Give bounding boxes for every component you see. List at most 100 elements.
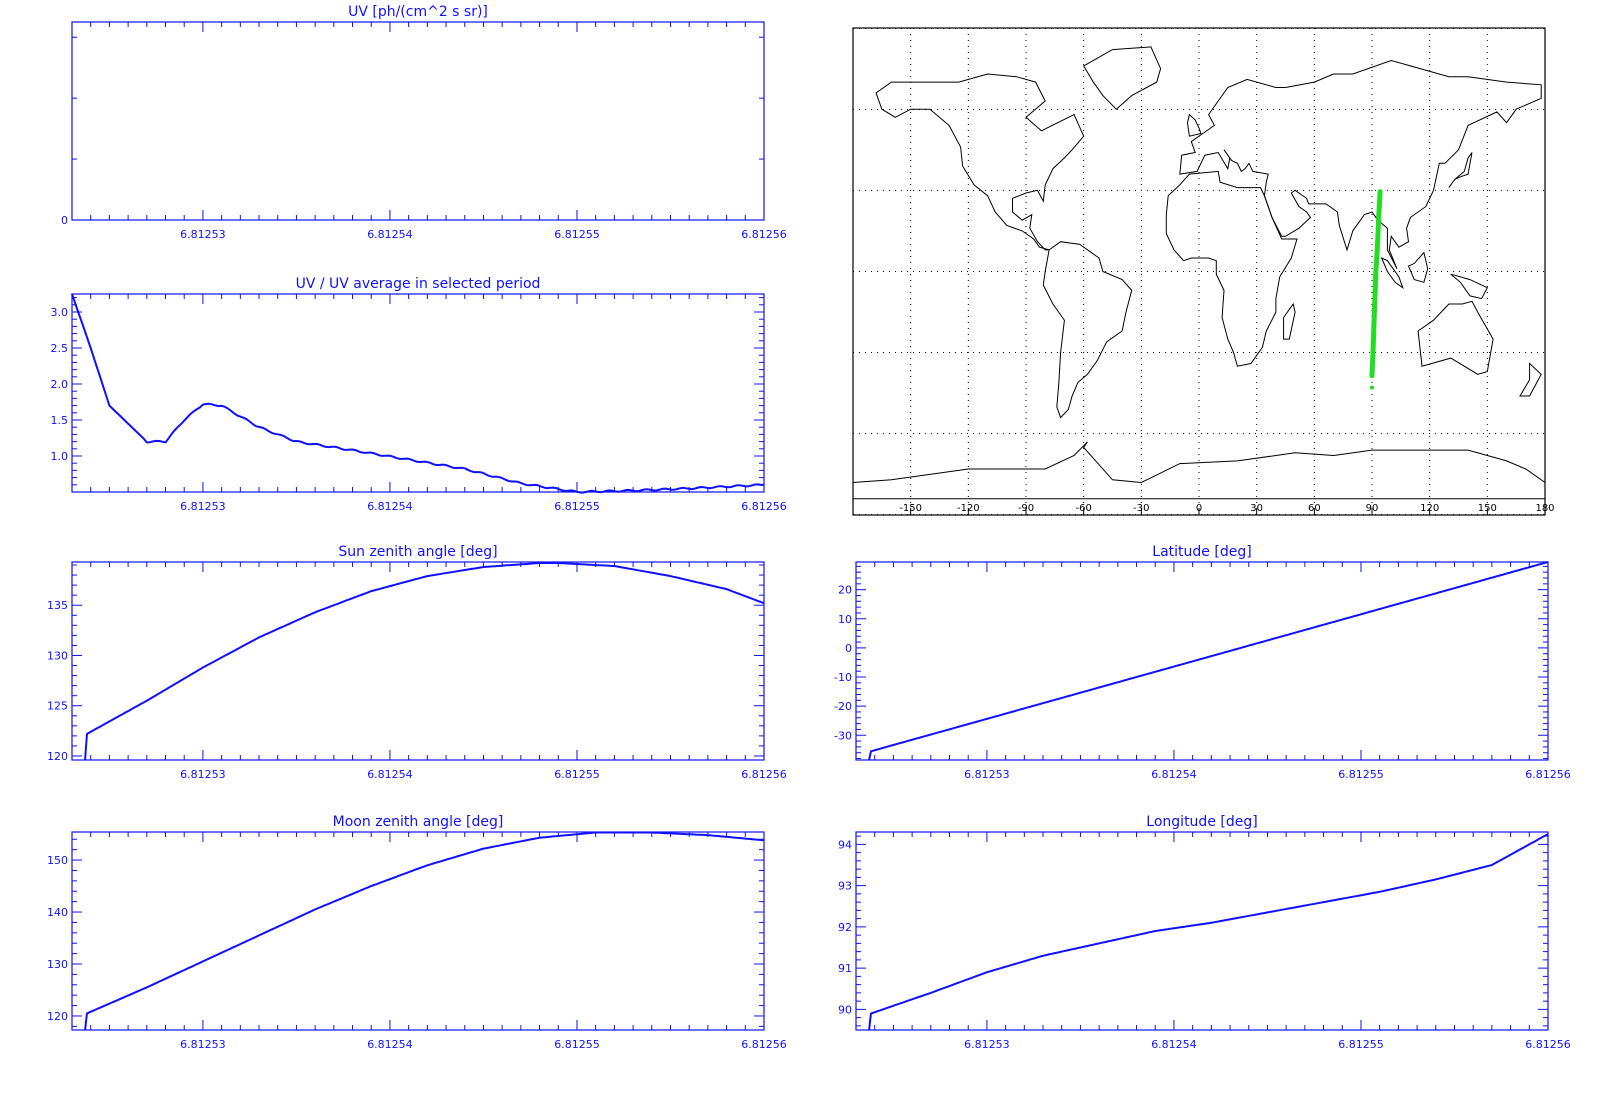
chart-panel-3: Sun zenith angle [deg] 6.81253 6.81254 6.81… <box>47 544 787 781</box>
map-lon-label: -150 <box>899 503 922 514</box>
x-tick-label: 6.81256 <box>741 228 787 241</box>
coastline-madagascar <box>1283 302 1296 340</box>
chart-title: Sun zenith angle [deg] <box>338 544 497 560</box>
x-tick-label: 6.81256 <box>741 500 787 513</box>
coastline-uk <box>1186 113 1202 137</box>
x-tick-label: 6.81254 <box>1151 1038 1197 1051</box>
y-tick-label: 140 <box>47 906 68 919</box>
chart-panel-4: Moon zenith angle [deg] 6.81253 6.81254 6.8… <box>47 814 787 1051</box>
y-tick-label: 120 <box>47 1010 68 1023</box>
chart-panel-6: Longitude [deg] 6.81253 6.81254 6.81255 6.81… <box>838 814 1571 1051</box>
plot-frame <box>855 561 1549 761</box>
coastline-indonesia-borneo <box>1407 251 1429 283</box>
coastline-africa <box>1165 170 1298 367</box>
x-tick-label: 6.81255 <box>554 228 600 241</box>
series-line <box>84 831 765 1031</box>
x-tick-label: 6.81254 <box>367 1038 413 1051</box>
y-tick-label: 3.0 <box>51 306 69 319</box>
y-tick-label: 1.0 <box>51 450 69 463</box>
x-tick-label: 6.81253 <box>180 500 226 513</box>
map-lon-label: 30 <box>1250 503 1263 514</box>
map-lon-label: 0 <box>1196 503 1202 514</box>
coastline-antarctica <box>852 441 1546 500</box>
y-tick-label: 1.5 <box>51 414 69 427</box>
track-start-marker <box>1370 385 1374 390</box>
y-tick-label: -30 <box>834 729 852 742</box>
x-tick-label: 6.81254 <box>367 500 413 513</box>
y-tick-label: 10 <box>838 613 852 626</box>
y-tick-label: 20 <box>838 584 852 597</box>
y-tick-label: 120 <box>47 750 68 763</box>
series-line <box>868 833 1549 1031</box>
x-tick-label: 6.81255 <box>554 500 600 513</box>
map-lon-label: 150 <box>1478 503 1497 514</box>
x-tick-label: 6.81255 <box>554 1038 600 1051</box>
x-tick-label: 6.81253 <box>180 1038 226 1051</box>
chart-panel-1: UV [ph/(cm^2 s sr)] 6.81253 6.81254 6.81255… <box>61 4 787 241</box>
y-tick-label: 0 <box>845 642 852 655</box>
y-tick-label: 130 <box>47 958 68 971</box>
map-lon-label: -120 <box>957 503 980 514</box>
chart-title: Longitude [deg] <box>1146 814 1257 830</box>
coastline-indonesia-sumatra <box>1380 256 1404 290</box>
x-tick-label: 6.81255 <box>1338 768 1384 781</box>
world-map-panel: -150 -120 -90 -60 -30 0 30 60 90 120 150 180 <box>852 27 1555 516</box>
y-tick-label: -10 <box>834 671 852 684</box>
x-tick-label: 6.81253 <box>180 768 226 781</box>
coastline-eurasia <box>1179 59 1542 270</box>
chart-title: Moon zenith angle [deg] <box>333 814 504 830</box>
plot-frame <box>71 831 765 1031</box>
chart-title: UV [ph/(cm^2 s sr)] <box>348 4 488 20</box>
x-tick-label: 6.81256 <box>1525 1038 1571 1051</box>
plot-frame <box>71 561 765 761</box>
series-line <box>868 561 1549 761</box>
panels-layer: UV [ph/(cm^2 s sr)] 6.81253 6.81254 6.81255… <box>47 4 1571 1051</box>
coastline-south-america <box>1042 241 1133 419</box>
x-tick-label: 6.81253 <box>964 1038 1010 1051</box>
x-tick-label: 6.81254 <box>367 228 413 241</box>
coastline-greenland <box>1083 46 1162 110</box>
map-lon-label: -90 <box>1018 503 1034 514</box>
series-line <box>71 293 765 494</box>
chart-panel-5: Latitude [deg] 6.81253 6.81254 6.81255 6.812… <box>834 544 1571 781</box>
chart-title: UV / UV average in selected period <box>296 276 541 292</box>
x-tick-label: 6.81253 <box>964 768 1010 781</box>
map-lon-label: 60 <box>1308 503 1321 514</box>
x-tick-label: 6.81253 <box>180 228 226 241</box>
y-tick-label: 93 <box>838 880 852 893</box>
y-tick-label: 92 <box>838 921 852 934</box>
y-tick-label: 125 <box>47 700 68 713</box>
x-tick-label: 6.81255 <box>1338 1038 1384 1051</box>
plot-frame <box>71 293 765 493</box>
y-tick-label: 90 <box>838 1003 852 1016</box>
coastline-japan <box>1448 152 1473 188</box>
x-tick-label: 6.81256 <box>741 1038 787 1051</box>
coastline-australia <box>1417 300 1494 375</box>
y-tick-label: -20 <box>834 700 852 713</box>
y-tick-label: 150 <box>47 854 68 867</box>
map-lon-label: -60 <box>1075 503 1091 514</box>
chart-title: Latitude [deg] <box>1152 544 1251 560</box>
plot-frame <box>855 831 1549 1031</box>
x-tick-label: 6.81256 <box>741 768 787 781</box>
map-lon-label: 180 <box>1535 503 1554 514</box>
y-tick-label: 2.0 <box>51 378 69 391</box>
chart-panel-2: UV / UV average in selected period 6.8125… <box>51 276 787 513</box>
x-tick-label: 6.81254 <box>1151 768 1197 781</box>
y-tick-label: 91 <box>838 962 852 975</box>
coastline-north-america <box>875 73 1085 251</box>
map-lon-label: 90 <box>1366 503 1379 514</box>
map-lon-label: -30 <box>1133 503 1149 514</box>
y-tick-label: 2.5 <box>51 342 69 355</box>
series-line <box>84 562 765 761</box>
coastline-new-zealand <box>1519 362 1542 397</box>
y-tick-label: 94 <box>838 838 852 851</box>
x-tick-label: 6.81256 <box>1525 768 1571 781</box>
y-tick-label: 135 <box>47 599 68 612</box>
x-tick-label: 6.81255 <box>554 768 600 781</box>
y-tick-label: 130 <box>47 649 68 662</box>
coastline-new-guinea <box>1450 273 1488 300</box>
map-lon-label: 120 <box>1420 503 1439 514</box>
plot-frame <box>71 21 765 221</box>
